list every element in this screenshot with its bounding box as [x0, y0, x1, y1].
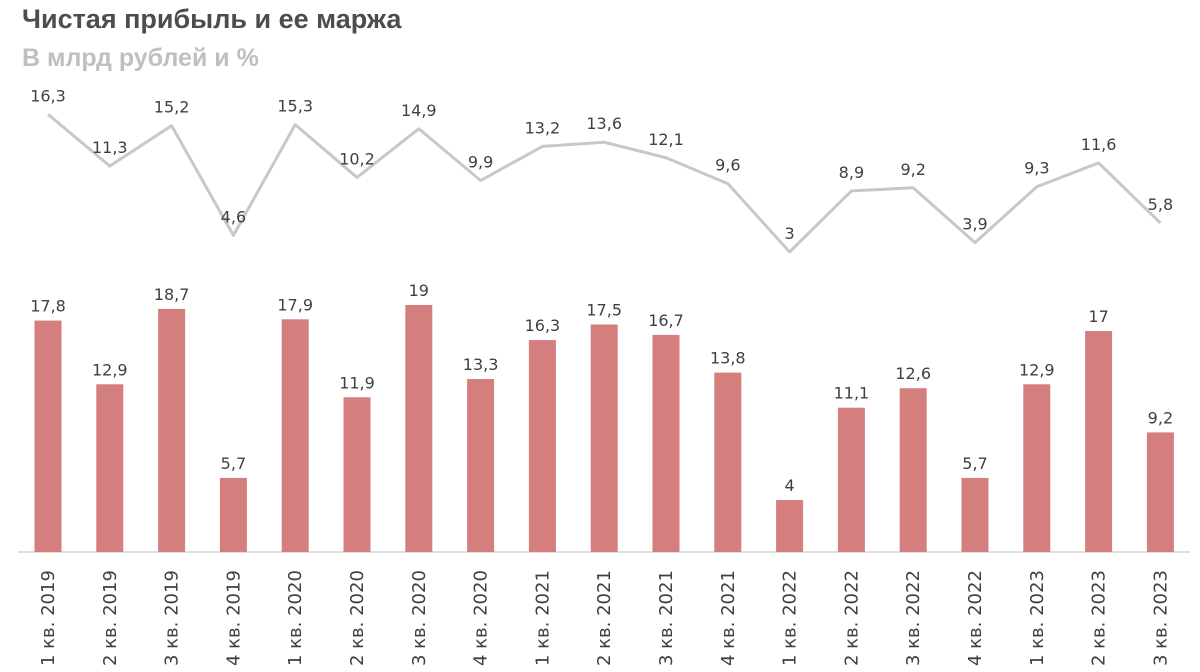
bar-data-label: 9,2 — [1148, 408, 1173, 427]
bar-data-label: 16,3 — [525, 316, 561, 335]
bar-data-label: 19 — [409, 281, 429, 300]
bar-data-label: 12,9 — [92, 360, 128, 379]
line-data-label: 16,3 — [30, 86, 66, 105]
bar — [714, 372, 742, 552]
bar — [158, 308, 186, 552]
bar — [405, 305, 433, 552]
chart-title: Чистая прибыль и ее маржа — [22, 4, 402, 34]
x-tick-label: 2 кв. 2019 — [100, 570, 121, 666]
x-tick-label: 2 кв. 2023 — [1089, 570, 1110, 666]
x-tick-label: 1 кв. 2022 — [780, 570, 801, 666]
bar-data-label: 17,9 — [277, 295, 313, 314]
bar-data-label: 11,1 — [834, 384, 870, 403]
chart-subtitle: В млрд рублей и % — [22, 44, 259, 72]
line-data-label: 5,8 — [1148, 195, 1173, 214]
bar — [899, 388, 927, 552]
line-data-label: 11,3 — [92, 138, 128, 157]
bar — [219, 477, 247, 552]
bar — [1023, 384, 1051, 552]
line-data-label: 14,9 — [401, 101, 437, 120]
x-tick-label: 3 кв. 2020 — [409, 570, 430, 666]
line-data-label: 9,6 — [715, 156, 740, 175]
bar-data-label: 18,7 — [154, 285, 190, 304]
bar-data-label: 13,3 — [463, 355, 499, 374]
x-tick-label: 3 кв. 2022 — [903, 570, 924, 666]
x-tick-label: 1 кв. 2020 — [285, 570, 306, 666]
bar-data-label: 11,9 — [339, 373, 375, 392]
x-tick-label: 4 кв. 2020 — [471, 570, 492, 666]
bar — [34, 320, 62, 552]
line-data-label: 4,6 — [221, 207, 246, 226]
bar-data-label: 12,6 — [895, 364, 931, 383]
line-data-label: 3,9 — [962, 215, 987, 234]
bar-data-label: 5,7 — [962, 454, 987, 473]
line-data-label: 12,1 — [648, 130, 684, 149]
x-tick-label: 2 кв. 2022 — [841, 570, 862, 666]
line-data-label: 9,9 — [468, 153, 493, 172]
x-tick-label: 3 кв. 2021 — [656, 570, 677, 666]
bar — [961, 477, 989, 552]
x-tick-label: 3 кв. 2023 — [1150, 570, 1171, 666]
bar — [837, 407, 865, 552]
bar — [343, 397, 371, 552]
bar-data-label: 16,7 — [648, 311, 684, 330]
bar-data-label: 17 — [1088, 307, 1108, 326]
bar-data-label: 12,9 — [1019, 360, 1055, 379]
bar — [590, 324, 618, 552]
bar-data-label: 4 — [785, 476, 795, 495]
bar — [1146, 432, 1174, 552]
x-tick-label: 1 кв. 2019 — [38, 570, 59, 666]
line-data-label: 8,9 — [839, 163, 864, 182]
bar — [528, 340, 556, 552]
line-series — [47, 113, 1162, 254]
line-data-label: 11,6 — [1081, 135, 1117, 154]
bar — [281, 319, 309, 552]
x-tick-label: 3 кв. 2019 — [162, 570, 183, 666]
line-data-label: 3 — [785, 224, 795, 243]
bar-data-label: 17,8 — [30, 297, 66, 316]
x-tick-label: 2 кв. 2021 — [594, 570, 615, 666]
bar — [652, 334, 680, 552]
x-tick-label: 4 кв. 2019 — [223, 570, 244, 666]
bar — [776, 500, 804, 552]
x-tick-label: 2 кв. 2020 — [347, 570, 368, 666]
bar-data-label: 5,7 — [221, 454, 246, 473]
line-data-label: 15,3 — [277, 97, 313, 116]
line-data-label: 10,2 — [339, 149, 375, 168]
line-data-label: 13,2 — [525, 118, 561, 137]
x-tick-label: 4 кв. 2022 — [965, 570, 986, 666]
bar-data-label: 13,8 — [710, 349, 746, 368]
x-tick-label: 1 кв. 2021 — [532, 570, 553, 666]
bar — [1085, 331, 1113, 552]
x-tick-label: 1 кв. 2023 — [1027, 570, 1048, 666]
bar — [96, 384, 124, 552]
bar — [467, 379, 495, 552]
line-data-label: 9,2 — [900, 160, 925, 179]
bar-data-label: 17,5 — [586, 301, 622, 320]
line-data-label: 9,3 — [1024, 159, 1049, 178]
line-data-label: 13,6 — [586, 114, 622, 133]
x-tick-label: 4 кв. 2021 — [718, 570, 739, 666]
line-data-label: 15,2 — [154, 98, 190, 117]
